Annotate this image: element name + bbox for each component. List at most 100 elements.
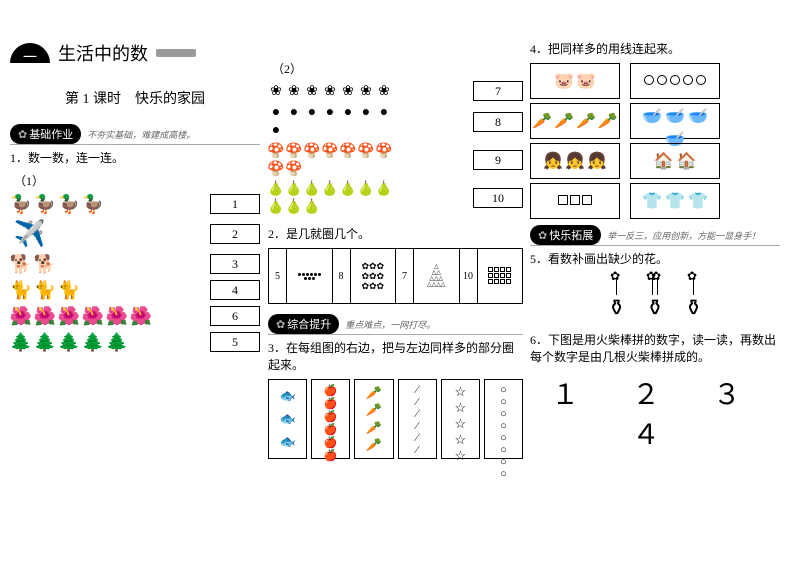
count-icon: ● [340,105,356,121]
count-icon: 🍐 [304,181,320,197]
count-icon: 🐈 [10,279,32,301]
q2-shapes: ✿✿✿✿✿✿✿✿✿ [351,249,397,303]
q4-title: 4．把同样多的用线连起来。 [530,40,780,57]
count-icon: ● [322,105,338,121]
q4-right-box: 👕👕👕 [630,183,720,219]
q1-row: 🍄🍄🍄🍄🍄🍄🍄🍄🍄9 [268,143,523,177]
q4-right-box [630,63,720,99]
count-icon: 🍐 [322,181,338,197]
q2-number: 10 [460,249,478,303]
q4-right-box: 🥣🥣🥣🥣 [630,103,720,139]
count-icon: 🍐 [358,181,374,197]
count-icon: ● [268,123,284,139]
count-icon: 🍄 [286,143,302,159]
q4-right-box: 🏠🏠 [630,143,720,179]
count-icon: ❀ [286,83,302,99]
q1-icons: 🐈🐈🐈 [10,279,80,301]
q1-row: 🍐🍐🍐🍐🍐🍐🍐🍐🍐🍐10 [268,181,523,215]
flower-pot: ✿✿⚱ [646,277,664,321]
count-icon: 🐕 [34,253,56,275]
number-box: 3 [210,254,260,274]
count-icon: ❀ [358,83,374,99]
count-icon: 🍐 [286,181,302,197]
count-icon: 🍐 [268,181,284,197]
q1-sub1: （1） [14,172,260,189]
count-icon: 🌺 [58,305,80,327]
number-box: 10 [473,188,523,208]
count-icon: 🌺 [10,305,32,327]
count-icon: 🍐 [304,199,320,215]
badge-synth-sub: 重点难点，一网打尽。 [345,318,435,331]
q2-shapes: △△△△△△△△△△ [414,249,460,303]
pot-icon: ⚱ [684,295,702,321]
count-icon: 🌲 [34,331,56,353]
q1-row: 🦆🦆🦆🦆1 [10,193,260,215]
q4-row: 👧👧👧🏠🏠 [530,143,780,179]
q4-left-box [530,183,620,219]
lesson-title: 第 1 课时 快乐的家园 [10,88,260,108]
count-icon: 🍄 [322,143,338,159]
q2-shapes [287,249,333,303]
q3-left: ☆☆☆☆☆ [441,379,480,459]
flower-pot: ✿⚱ [607,277,625,321]
badge-basic-label: 基础作业 [10,124,81,144]
count-icon: 🦆 [82,193,104,215]
q2-grid: 58✿✿✿✿✿✿✿✿✿7△△△△△△△△△△10 [268,248,523,304]
count-icon: 🌺 [82,305,104,327]
number-box: 2 [210,224,260,244]
badge-synth-label: 综合提升 [268,314,339,334]
number-box: 7 [473,81,523,101]
q3-right: ○○○○○○○○ [484,379,523,459]
flower-pot: ✿⚱ [684,277,702,321]
q6-title: 6．下图是用火柴棒拼的数字，读一读，再数出每个数字是由几根火柴棒拼成的。 [530,331,780,365]
q3-right: ∕∕∕∕∕∕ [398,379,437,459]
q4-left-box: 🥕🥕🥕🥕 [530,103,620,139]
count-icon: 🌺 [130,305,152,327]
number-box: 5 [210,332,260,352]
q5-pots: ✿⚱ ✿✿⚱ ✿⚱ [530,277,780,321]
count-icon: 🌲 [106,331,128,353]
count-icon: 🍄 [304,143,320,159]
count-icon: 🐈 [34,279,56,301]
count-icon: 🍄 [268,143,284,159]
count-icon: ❀ [376,83,392,99]
badge-ext-label: 快乐拓展 [530,225,601,245]
badge-basic-sub: 不夯实基础，难建成高楼。 [87,128,195,141]
count-icon: ❀ [340,83,356,99]
badge-synth: 综合提升 重点难点，一网打尽。 [268,314,523,335]
q2-number: 5 [269,249,287,303]
q1-row: 🌲🌲🌲🌲🌲 5 [10,331,260,353]
number-box: 1 [210,194,260,214]
q1-icons: 🌲🌲🌲🌲🌲 [10,331,128,353]
count-icon: 🍄 [286,161,302,177]
pot-icon: ⚱ [607,295,625,321]
count-icon: ● [376,105,392,121]
q3-title: 3．在每组图的右边，把与左边同样多的部分圈起来。 [268,339,523,373]
count-icon: ❀ [268,83,284,99]
q1-title: 1．数一数，连一连。 [10,149,260,166]
pencil-icon [156,49,196,57]
count-icon: 🌲 [82,331,104,353]
count-icon: 🌺 [34,305,56,327]
q1-icons: 🍄🍄🍄🍄🍄🍄🍄🍄🍄 [268,143,408,177]
number-box: 4 [210,280,260,300]
count-icon: ❀ [304,83,320,99]
count-icon: ❀ [322,83,338,99]
q5-title: 5．看数补画出缺少的花。 [530,250,780,267]
q2-number: 8 [333,249,351,303]
q6-digits: １ ２ ３ ４ [530,373,780,453]
number-box: 6 [210,306,260,326]
count-icon: 🍄 [358,143,374,159]
badge-ext-sub: 举一反三，应用创新，方能一显身手！ [607,229,760,242]
count-icon: 🦆 [58,193,80,215]
count-icon: 🌺 [106,305,128,327]
q1-icons: ❀❀❀❀❀❀❀ [268,83,392,99]
q1-row: ✈️2 [10,219,260,249]
q1-row: ❀❀❀❀❀❀❀7 [268,81,523,101]
q2-shapes [478,249,523,303]
count-icon: ● [268,105,284,121]
number-box: 8 [473,112,523,132]
count-icon: 🍄 [376,143,392,159]
q3-left: 🐟🐟🐟 [268,379,307,459]
q4-row: 🐷🐷 [530,63,780,99]
